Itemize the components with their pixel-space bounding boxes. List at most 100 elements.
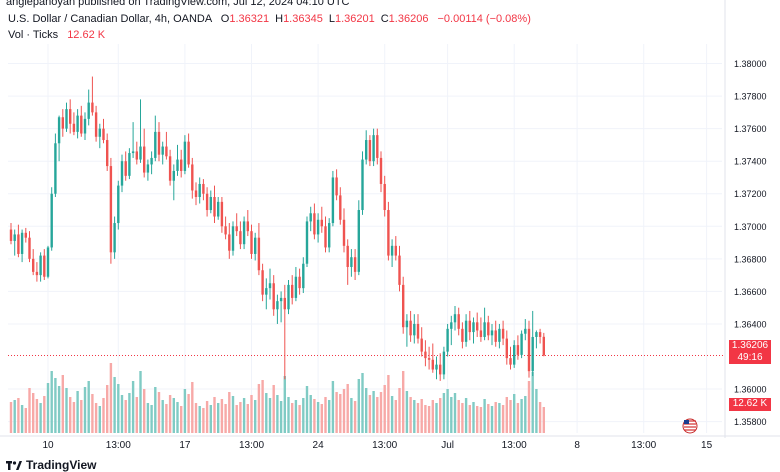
- candle: [372, 128, 375, 167]
- volume-bar: [320, 404, 323, 433]
- volume-bar: [413, 400, 416, 433]
- volume-bar: [250, 395, 253, 433]
- candle-body: [217, 201, 220, 217]
- last-price-value: 1.36206: [731, 340, 769, 351]
- candle-body: [464, 320, 468, 342]
- volume-bar: [520, 399, 523, 433]
- candle: [65, 102, 68, 132]
- candle-body: [346, 245, 349, 267]
- candle-body: [498, 328, 501, 342]
- candle: [313, 203, 316, 240]
- candle-body: [235, 226, 238, 232]
- candle-body: [91, 102, 94, 113]
- volume-bar: [80, 400, 83, 433]
- candle-body: [409, 320, 412, 336]
- volume-bar: [505, 397, 508, 433]
- publish-line: anglepanoyan published on TradingView.co…: [6, 0, 350, 8]
- volume-bar: [272, 385, 275, 433]
- volume-bar: [509, 400, 512, 433]
- candle-body: [224, 226, 227, 235]
- candle: [39, 252, 42, 282]
- candle: [257, 223, 261, 276]
- candle: [368, 135, 372, 167]
- candle: [146, 159, 150, 181]
- candle: [442, 346, 446, 380]
- candle: [106, 133, 109, 171]
- volume-bar: [402, 371, 405, 433]
- candle: [505, 330, 508, 365]
- volume-bar: [17, 398, 20, 433]
- candle: [224, 216, 227, 240]
- candle: [383, 175, 386, 217]
- volume-bar: [479, 407, 483, 433]
- candle-body: [320, 219, 323, 227]
- volume-bar: [124, 400, 127, 433]
- volume-bar: [46, 383, 50, 433]
- volume-bar: [535, 389, 538, 433]
- candle: [191, 157, 194, 199]
- ohlc-label-o: O: [220, 13, 230, 25]
- candle: [361, 151, 364, 215]
- volume-bar: [313, 399, 316, 433]
- candle-body: [76, 115, 79, 132]
- volume-bar: [213, 397, 216, 433]
- candle-body: [135, 151, 138, 160]
- candle: [398, 245, 401, 292]
- candle-body: [335, 177, 338, 196]
- candle-body: [69, 109, 72, 124]
- y-tick-label: 1.37600: [734, 124, 767, 134]
- candle: [291, 275, 294, 305]
- volume-bar: [464, 398, 468, 433]
- candle-body: [361, 159, 364, 211]
- volume-bar: [342, 389, 346, 433]
- candle-body: [324, 226, 327, 248]
- candle-body: [32, 258, 35, 272]
- volume-bar: [305, 386, 309, 433]
- candle-body: [353, 257, 357, 272]
- volume-bar: [376, 397, 379, 433]
- volume-bar: [35, 399, 39, 433]
- candle: [298, 268, 301, 295]
- candle-body: [87, 102, 90, 119]
- volume-bar: [339, 394, 342, 433]
- candle: [46, 245, 50, 279]
- candle: [98, 123, 101, 149]
- candle: [427, 346, 431, 370]
- candle: [346, 239, 349, 285]
- candle-body: [513, 345, 516, 365]
- volume-bar: [261, 380, 264, 433]
- candle: [72, 112, 76, 136]
- candle-body: [183, 141, 187, 171]
- candle: [113, 216, 116, 259]
- volume-bar: [279, 401, 283, 433]
- candle: [231, 221, 235, 256]
- candle-body: [372, 135, 375, 162]
- volume-bar: [209, 405, 212, 433]
- volume-bar: [120, 395, 124, 433]
- candle-body: [39, 255, 42, 276]
- candle-body: [61, 117, 64, 129]
- candle: [405, 314, 409, 347]
- volume-bar: [128, 393, 131, 433]
- volume-bar: [291, 403, 294, 433]
- candle-body: [124, 161, 127, 176]
- candle: [87, 89, 90, 126]
- candle-body: [83, 118, 87, 134]
- candle-body: [357, 210, 360, 272]
- candle: [479, 317, 483, 342]
- brand-name: TradingView: [26, 458, 97, 472]
- candle-body: [113, 223, 116, 253]
- volume-bar: [65, 388, 68, 433]
- candle-body: [50, 193, 53, 248]
- candle: [120, 154, 124, 193]
- candle: [316, 213, 320, 243]
- volume-bar: [143, 389, 146, 433]
- candle-body: [213, 196, 216, 217]
- volume-bar: [61, 375, 64, 433]
- candle-body: [65, 109, 68, 129]
- volume-bar: [28, 388, 31, 433]
- candle-body: [20, 232, 24, 254]
- volume-bar: [476, 406, 479, 433]
- ohlc-value-o: 1.36321: [229, 13, 270, 25]
